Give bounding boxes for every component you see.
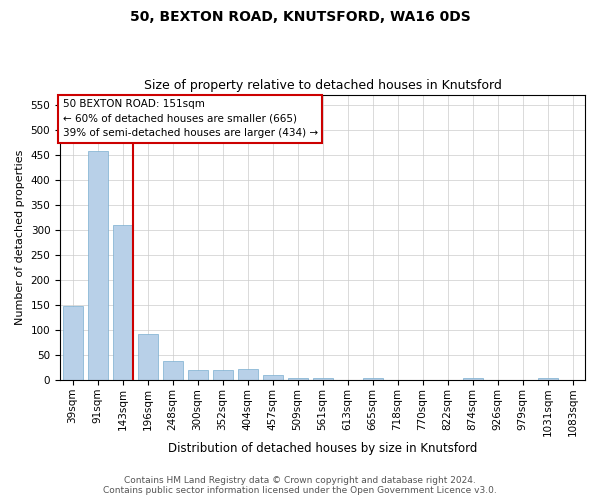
Bar [463, 378, 482, 380]
Bar [188, 370, 208, 380]
Bar [313, 378, 332, 380]
Bar [287, 378, 308, 380]
Bar [113, 225, 133, 380]
Text: Contains HM Land Registry data © Crown copyright and database right 2024.
Contai: Contains HM Land Registry data © Crown c… [103, 476, 497, 495]
Text: 50 BEXTON ROAD: 151sqm
← 60% of detached houses are smaller (665)
39% of semi-de: 50 BEXTON ROAD: 151sqm ← 60% of detached… [62, 99, 318, 138]
Title: Size of property relative to detached houses in Knutsford: Size of property relative to detached ho… [143, 79, 502, 92]
Bar [88, 151, 107, 380]
Bar [137, 334, 158, 380]
X-axis label: Distribution of detached houses by size in Knutsford: Distribution of detached houses by size … [168, 442, 477, 455]
Bar [362, 378, 383, 380]
Bar [538, 378, 557, 380]
Bar [163, 361, 182, 380]
Bar [238, 369, 257, 380]
Bar [212, 370, 233, 380]
Bar [263, 375, 283, 380]
Text: 50, BEXTON ROAD, KNUTSFORD, WA16 0DS: 50, BEXTON ROAD, KNUTSFORD, WA16 0DS [130, 10, 470, 24]
Bar [62, 306, 83, 380]
Y-axis label: Number of detached properties: Number of detached properties [15, 150, 25, 325]
